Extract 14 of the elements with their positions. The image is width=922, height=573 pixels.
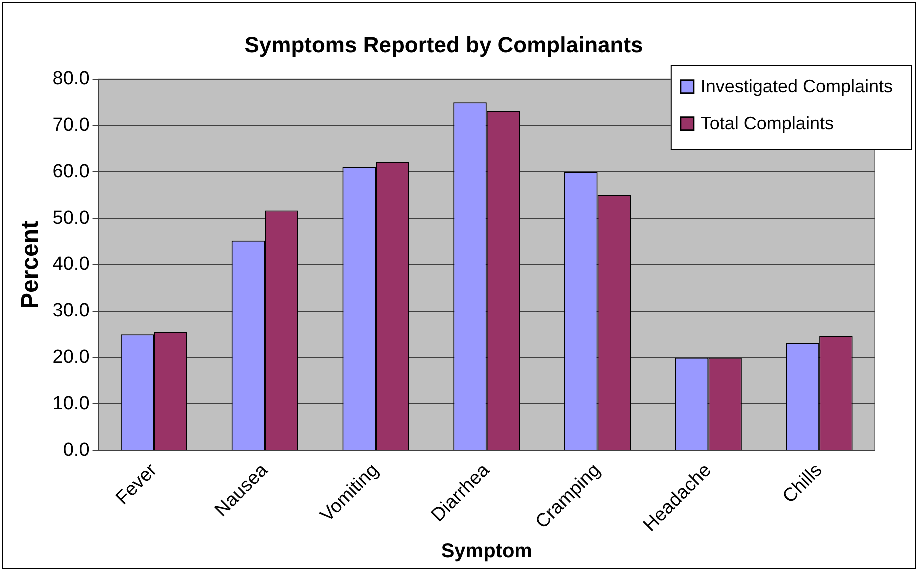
y-tick-label: 60.0 <box>52 161 90 182</box>
y-tick-label: 50.0 <box>52 208 90 229</box>
y-axis-title: Percent <box>17 220 44 310</box>
legend-label: Total Complaints <box>700 113 834 134</box>
y-tick-label: 0.0 <box>63 440 90 461</box>
y-tick-label: 70.0 <box>52 115 90 136</box>
legend-label: Investigated Complaints <box>700 76 894 96</box>
y-tick-label: 10.0 <box>52 393 90 414</box>
y-tick-label: 80.0 <box>52 68 90 90</box>
x-axis-title: Symptom <box>441 540 532 563</box>
y-tick-label: 40.0 <box>52 254 90 276</box>
y-tick-label: 20.0 <box>52 347 90 368</box>
chart-title: Symptoms Reported by Complainants <box>244 32 644 58</box>
y-tick-label: 30.0 <box>52 300 90 322</box>
